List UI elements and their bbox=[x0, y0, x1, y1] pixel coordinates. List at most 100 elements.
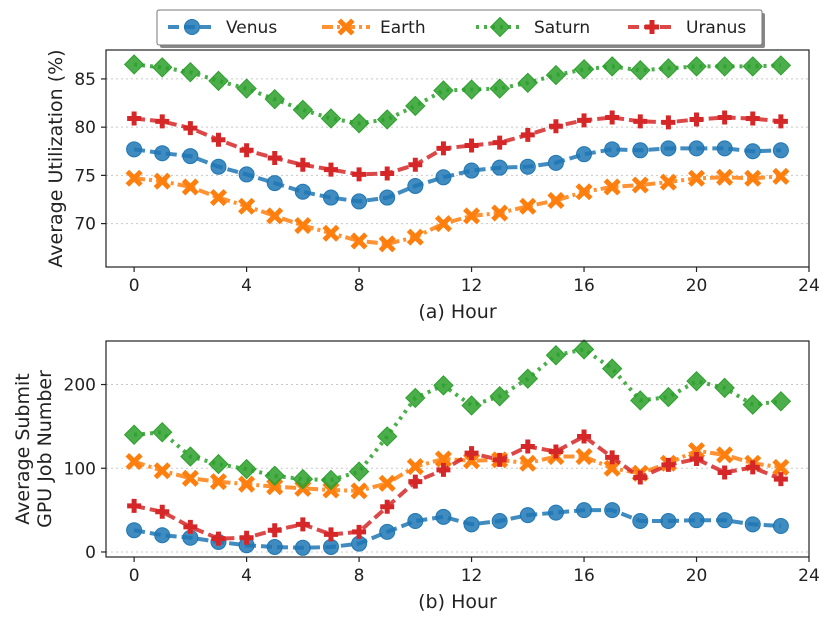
panel-b-series-saturn bbox=[123, 339, 792, 491]
panel-b-saturn-point bbox=[742, 394, 763, 415]
panel-a-uranus-point bbox=[323, 162, 338, 177]
panel-b-uranus-line bbox=[133, 434, 782, 541]
panel-a-earth-point bbox=[519, 197, 537, 215]
panel-a-venus-point bbox=[547, 154, 564, 171]
panel-a-uranus-point bbox=[717, 110, 732, 125]
panel-b-x-tick-label: 8 bbox=[354, 566, 365, 586]
panel-a-venus-point bbox=[322, 189, 339, 206]
panel-b-x-tick-label: 0 bbox=[129, 566, 140, 586]
panel-b-saturn-point bbox=[573, 339, 595, 360]
panel-b-venus-point bbox=[294, 539, 311, 556]
panel-b-uranus-point bbox=[745, 460, 760, 475]
panel-a-saturn-line bbox=[133, 62, 781, 126]
panel-b-uranus-point bbox=[408, 474, 423, 489]
panel-b-x-axis-label: (b) Hour bbox=[418, 591, 497, 613]
panel-a-uranus-point bbox=[492, 135, 507, 150]
panel-b-uranus-point bbox=[717, 465, 732, 480]
panel-b-saturn-point bbox=[714, 377, 735, 399]
panel-b-venus-point bbox=[435, 508, 452, 525]
panel-b-x-tick-label: 16 bbox=[573, 566, 595, 586]
panel-a-venus-point bbox=[266, 175, 283, 192]
panel-a-uranus-point bbox=[633, 114, 648, 129]
panel-a-venus-point bbox=[407, 177, 424, 194]
panel-b-venus-point bbox=[407, 513, 424, 529]
panel-b-y-tick-label: 100 bbox=[64, 459, 96, 479]
panel-a-saturn-point bbox=[236, 78, 257, 99]
legend-box bbox=[156, 9, 763, 46]
panel-a-earth-point bbox=[209, 189, 228, 207]
panel-a-venus-point bbox=[463, 162, 480, 179]
panel-b-x-tick-label: 12 bbox=[461, 566, 483, 586]
panel-a-venus-point bbox=[716, 140, 733, 157]
panel-a-uranus-point bbox=[408, 157, 423, 172]
panel-a-uranus-point bbox=[689, 112, 704, 127]
panel-b-uranus-point bbox=[577, 429, 592, 444]
panel-b-earth-point bbox=[603, 459, 621, 477]
legend-entry-earth: Earth bbox=[322, 18, 426, 38]
panel-a-saturn-point bbox=[742, 56, 763, 77]
panel-b-venus-point bbox=[491, 513, 508, 529]
panel-b-venus-point bbox=[716, 512, 733, 529]
panel-a-earth-line bbox=[133, 174, 782, 246]
panel-a-venus-point bbox=[435, 169, 452, 186]
panel-utilization: 0 4 8 12 16 20 24 70 75 80 85 (a) Hour Average Utili… bbox=[45, 49, 820, 323]
panel-a-venus-point bbox=[660, 140, 677, 157]
panel-b-uranus-point bbox=[352, 524, 367, 539]
panel-a-earth-point bbox=[659, 173, 677, 191]
panel-a-saturn-point bbox=[348, 113, 370, 134]
panel-a-y-axis-label: Average Utilization (%) bbox=[45, 49, 67, 267]
panel-a-earth-point bbox=[294, 216, 312, 235]
legend-marker-earth bbox=[337, 18, 355, 36]
panel-a-saturn-point bbox=[714, 56, 735, 77]
panel-b-venus-point bbox=[154, 527, 171, 544]
panel-a-earth-point bbox=[378, 235, 396, 253]
panel-b-uranus-point bbox=[155, 504, 170, 519]
panel-a-uranus-point bbox=[352, 167, 367, 182]
panel-b-axes-frame bbox=[105, 340, 810, 558]
panel-a-y-tick-label: 70 bbox=[74, 215, 96, 235]
panel-a-uranus-line bbox=[133, 115, 782, 177]
panel-a-x-tick-label: 20 bbox=[686, 276, 708, 296]
panel-a-earth-point bbox=[266, 207, 284, 225]
panel-a-saturn-point bbox=[152, 57, 173, 78]
panel-b-uranus-point bbox=[295, 517, 310, 532]
panel-b-y-tick-label: 200 bbox=[64, 376, 96, 396]
panel-b-earth-point bbox=[238, 475, 256, 493]
panel-b-earth-point bbox=[434, 450, 452, 468]
panel-b-venus-point bbox=[463, 516, 480, 533]
panel-a-uranus-point bbox=[548, 119, 563, 134]
panel-a-earth-point bbox=[547, 191, 565, 209]
panel-a-uranus-point bbox=[577, 113, 592, 128]
panel-a-earth-point bbox=[491, 204, 509, 222]
panel-b-saturn-point bbox=[376, 426, 398, 447]
panel-a-uranus-point bbox=[127, 111, 142, 126]
panel-a-saturn-point bbox=[517, 72, 539, 93]
panel-a-saturn-point bbox=[433, 80, 454, 101]
panel-a-saturn-point bbox=[292, 99, 314, 121]
panel-a-saturn-point bbox=[405, 95, 426, 117]
panel-a-earth-point bbox=[603, 178, 621, 196]
panel-b-earth-point bbox=[378, 474, 396, 492]
panel-a-venus-point bbox=[632, 142, 649, 159]
panel-b-uranus-point bbox=[211, 531, 226, 546]
panel-b-saturn-point bbox=[348, 461, 370, 482]
panel-a-venus-point bbox=[576, 146, 593, 163]
panel-a-venus-point bbox=[604, 141, 621, 158]
panel-b-uranus-point bbox=[548, 444, 563, 459]
panel-b-uranus-point bbox=[464, 446, 479, 461]
panel-b-venus-point bbox=[688, 512, 705, 529]
panel-a-saturn-point bbox=[630, 60, 651, 81]
panel-a-saturn-point bbox=[123, 54, 145, 75]
panel-a-earth-point bbox=[575, 183, 593, 201]
panel-b-earth-point bbox=[181, 469, 199, 487]
panel-a-saturn-point bbox=[376, 109, 398, 130]
panel-b-saturn-point bbox=[489, 386, 510, 407]
panel-b-venus-line bbox=[133, 508, 782, 550]
panel-a-venus-point bbox=[688, 140, 705, 157]
panel-a-y-tick-label: 75 bbox=[74, 166, 96, 186]
panel-b-venus-point bbox=[744, 516, 761, 533]
panel-a-x-tick-label: 4 bbox=[241, 276, 252, 296]
legend: Venus Earth Saturn Uranus bbox=[156, 9, 765, 48]
panel-a-saturn-point bbox=[180, 61, 201, 83]
panel-b-saturn-point bbox=[601, 358, 623, 379]
